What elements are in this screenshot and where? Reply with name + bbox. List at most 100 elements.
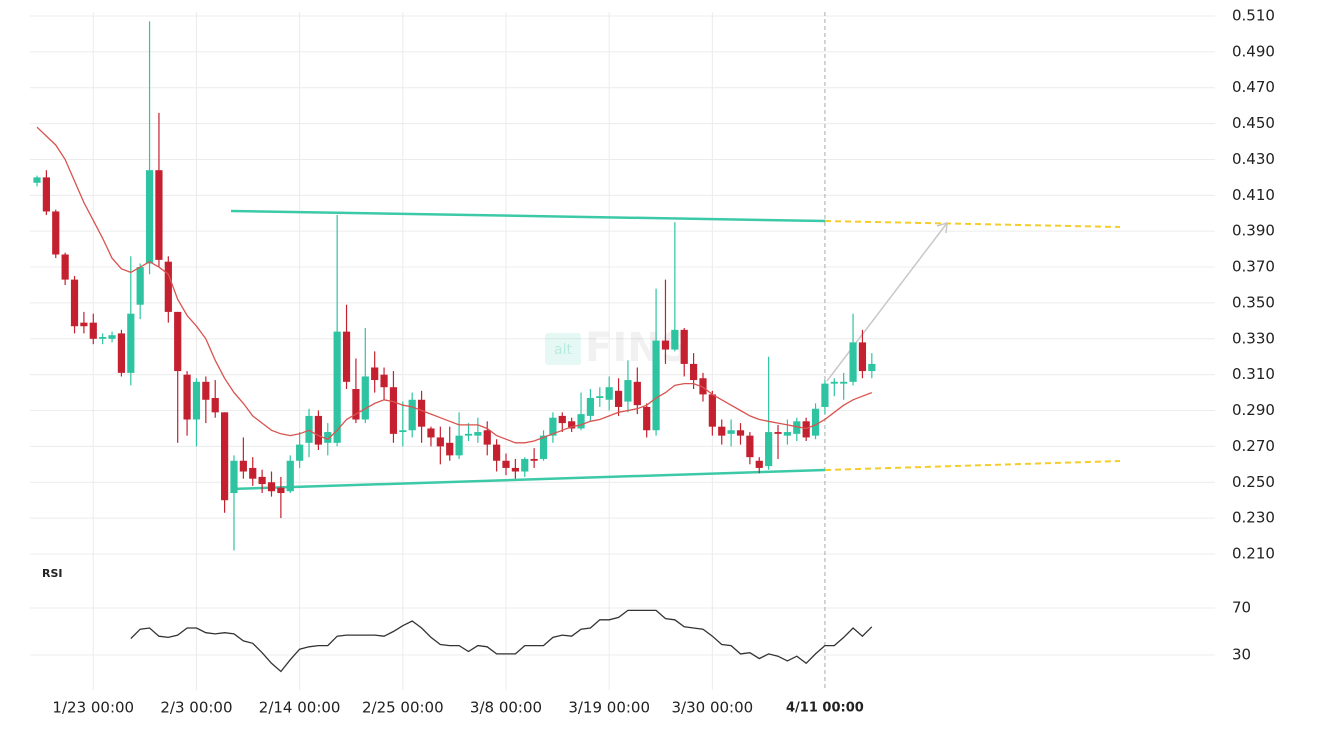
support-projection	[824, 460, 1121, 471]
candle-body	[436, 437, 444, 447]
candle-body	[708, 394, 716, 427]
candle-body	[155, 170, 163, 260]
x-tick-label: 4/11 00:00	[786, 701, 864, 716]
y-tick-label: 0.470	[1232, 78, 1275, 96]
candle-body	[727, 430, 735, 434]
x-tick-label: 2/14 00:00	[259, 699, 341, 717]
x-tick-label: 2/25 00:00	[362, 699, 444, 717]
candle-body	[202, 381, 210, 400]
candle-body	[671, 329, 679, 350]
y-tick-label: 0.290	[1232, 401, 1275, 419]
candle-body	[680, 329, 688, 364]
candle-body	[455, 435, 463, 456]
candle-body	[380, 374, 388, 388]
candle-body	[267, 482, 276, 492]
candle-body	[633, 381, 641, 406]
candle-body	[136, 267, 144, 305]
candle-body	[417, 399, 426, 427]
y-tick-label: 0.370	[1232, 258, 1275, 276]
watermark-badge: alt	[554, 342, 572, 358]
x-tick-label: 3/8 00:00	[470, 699, 542, 717]
rsi-line	[130, 609, 873, 673]
candle-body	[145, 170, 154, 264]
candle-body	[765, 432, 773, 467]
candle-body	[127, 313, 135, 373]
candle-body	[868, 363, 876, 372]
candle-body	[474, 432, 482, 436]
candle-body	[586, 397, 595, 416]
candle-body	[371, 367, 379, 381]
candle-body	[652, 340, 660, 431]
candle-body	[549, 417, 557, 436]
candle-body	[539, 435, 548, 459]
candle-body	[389, 387, 398, 434]
projection-arrow	[826, 222, 948, 382]
sma-line	[36, 126, 873, 444]
y-tick-label: 0.270	[1232, 437, 1275, 455]
candle-body	[661, 340, 670, 350]
x-tick-label: 1/23 00:00	[52, 699, 134, 717]
candle-body	[746, 435, 754, 458]
candle-body	[305, 415, 313, 443]
candle-body	[42, 177, 50, 212]
candle-body	[361, 376, 369, 420]
y-tick-label: 0.450	[1232, 114, 1275, 132]
candle-body	[249, 467, 257, 479]
rsi-tick-label: 30	[1232, 646, 1251, 664]
candle-body	[858, 342, 867, 372]
candle-body	[802, 421, 810, 438]
candle-body	[755, 460, 763, 468]
candle-body	[174, 311, 182, 372]
candle-body	[718, 426, 726, 436]
candle-body	[511, 467, 519, 472]
candle-body	[483, 430, 491, 445]
candle-body	[80, 322, 88, 327]
candle-body	[793, 421, 801, 434]
candle-body	[183, 374, 191, 420]
candle-body	[164, 261, 172, 312]
trendlines	[230, 209, 1121, 491]
candle-body	[108, 335, 116, 339]
candle-body	[690, 363, 698, 381]
candle-body	[811, 408, 820, 436]
y-tick-label: 0.230	[1232, 509, 1275, 527]
candle-body	[61, 254, 69, 280]
candle-body	[577, 414, 585, 429]
candle-body	[821, 383, 829, 407]
candle-body	[230, 460, 238, 494]
candle-body	[643, 406, 651, 431]
candle-body	[399, 430, 407, 433]
y-tick-label: 0.310	[1232, 365, 1275, 383]
candle-body	[558, 415, 566, 424]
candle-body	[849, 342, 857, 382]
arrow-head	[936, 221, 948, 234]
candle-body	[624, 380, 632, 402]
y-tick-label: 0.490	[1232, 42, 1275, 60]
y-tick-label: 0.330	[1232, 329, 1275, 347]
candle-body	[408, 399, 416, 431]
candle-body	[324, 432, 332, 443]
y-tick-label: 0.390	[1232, 222, 1275, 240]
candle-body	[783, 432, 791, 436]
candle-body	[502, 460, 510, 468]
candle-body	[117, 333, 126, 373]
rsi-tick-label: 70	[1232, 599, 1251, 617]
candle-body	[446, 442, 454, 456]
support-line	[230, 468, 826, 491]
candle-body	[342, 331, 351, 382]
candle-body	[52, 211, 60, 255]
candle-body	[352, 389, 360, 420]
candle-body	[464, 433, 473, 436]
candle-body	[568, 421, 576, 429]
resistance-line	[230, 209, 826, 223]
candle-body	[530, 458, 538, 461]
candle-body	[840, 381, 848, 384]
y-tick-label: 0.350	[1232, 293, 1275, 311]
resistance-projection	[824, 220, 1121, 228]
y-tick-label: 0.250	[1232, 473, 1275, 491]
candle-body	[70, 279, 79, 327]
y-tick-label: 0.430	[1232, 150, 1275, 168]
candle-body	[521, 458, 529, 472]
candle-body	[277, 487, 285, 494]
